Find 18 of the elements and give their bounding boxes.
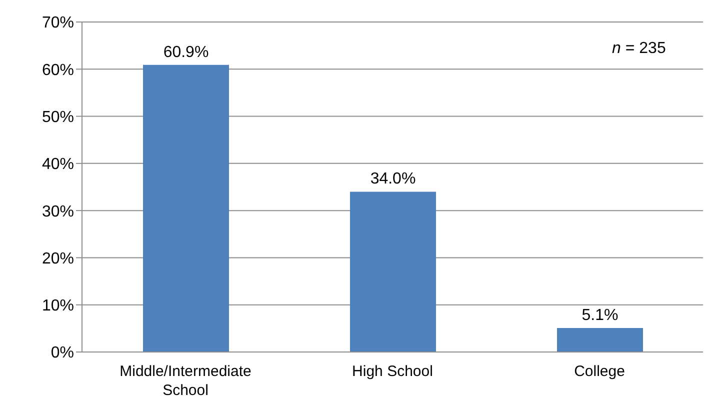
x-tick-label: Middle/Intermediate School bbox=[120, 363, 252, 399]
y-tick-label: 50% bbox=[42, 108, 74, 126]
y-tick-label: 30% bbox=[42, 203, 74, 220]
bar bbox=[557, 328, 643, 352]
y-tick-label: 20% bbox=[42, 250, 74, 268]
bar bbox=[143, 64, 229, 352]
data-label: 5.1% bbox=[582, 306, 618, 324]
y-tick-label: 60% bbox=[42, 62, 74, 79]
data-label: 60.9% bbox=[163, 44, 209, 61]
x-tick-label: High School bbox=[352, 363, 433, 380]
bar bbox=[350, 192, 436, 352]
annotation: n = 235 bbox=[612, 40, 666, 58]
y-tick-label: 10% bbox=[42, 298, 74, 315]
x-tick-label: College bbox=[574, 363, 625, 380]
y-tick-label: 40% bbox=[42, 156, 74, 174]
y-tick-label: 0% bbox=[50, 344, 74, 362]
y-tick-label: 70% bbox=[42, 14, 74, 32]
data-label: 34.0% bbox=[370, 170, 416, 188]
